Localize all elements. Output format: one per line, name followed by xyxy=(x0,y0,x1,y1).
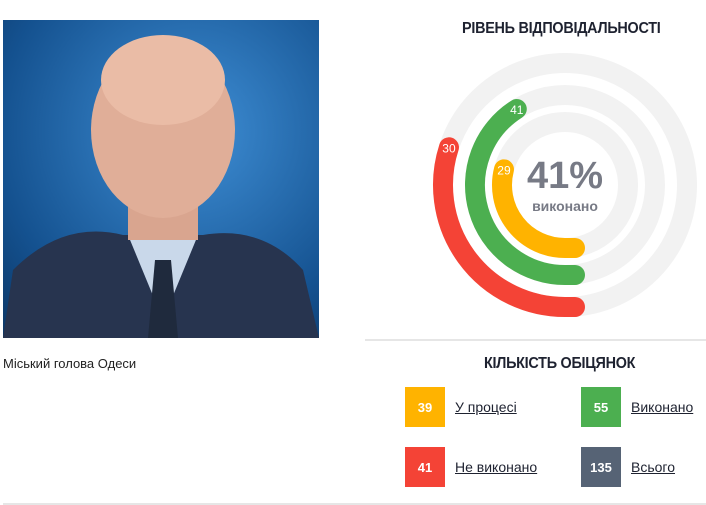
ring-arc-29 xyxy=(492,159,585,258)
promise-link[interactable]: У процесі xyxy=(455,399,517,415)
responsibility-title: РІВЕНЬ ВІДПОВІДАЛЬНОСТІ xyxy=(462,20,661,37)
promise-stat: 41 Не виконано xyxy=(405,447,537,487)
count-badge: 41 xyxy=(405,447,445,487)
ring-value-label: 30 xyxy=(442,141,456,155)
photo-caption: Міський голова Одеси xyxy=(3,356,137,371)
divider xyxy=(3,503,706,505)
ring-value-label: 41 xyxy=(510,103,524,117)
promise-link[interactable]: Не виконано xyxy=(455,459,538,475)
divider xyxy=(365,339,706,341)
mayor-photo xyxy=(3,20,319,338)
responsibility-radial-chart: 30 41 29 41% виконано xyxy=(433,53,697,317)
portrait-illustration xyxy=(3,35,319,338)
promise-link[interactable]: Всього xyxy=(631,459,676,475)
ring-arc-41 xyxy=(465,99,585,285)
promise-stat: 135 Всього xyxy=(581,447,675,487)
promise-stat: 55 Виконано xyxy=(581,387,693,427)
ring-arc-30 xyxy=(433,137,585,317)
ring-value-label: 29 xyxy=(497,163,511,177)
count-badge: 39 xyxy=(405,387,445,427)
count-badge: 135 xyxy=(581,447,621,487)
promise-stat: 39 У процесі xyxy=(405,387,517,427)
promises-title: КІЛЬКІСТЬ ОБІЦЯНОК xyxy=(484,355,636,372)
promise-link[interactable]: Виконано xyxy=(631,399,694,415)
percent-label: виконано xyxy=(532,198,598,214)
percent-value: 41% xyxy=(527,155,603,197)
count-badge: 55 xyxy=(581,387,621,427)
